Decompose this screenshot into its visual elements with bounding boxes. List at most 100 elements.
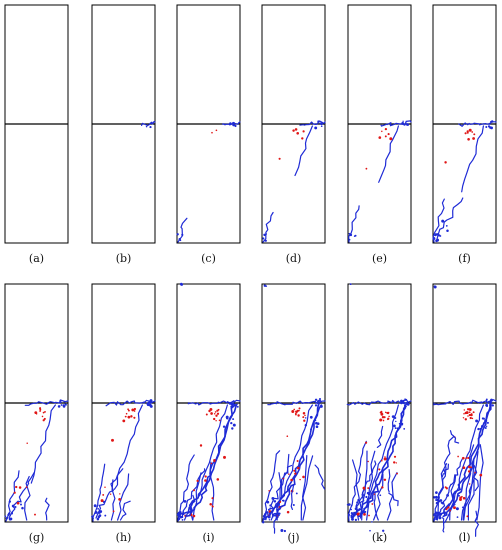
crack-point	[475, 419, 479, 423]
tension-point	[133, 410, 136, 412]
crack-point	[60, 404, 63, 406]
crack-point	[318, 399, 321, 402]
crack-point	[354, 507, 358, 511]
crack-point	[491, 404, 494, 407]
branch-crack	[473, 464, 479, 492]
tension-point	[381, 459, 383, 462]
crack-point	[435, 501, 439, 505]
tension-point	[39, 410, 41, 412]
tension-point	[367, 460, 369, 463]
tension-point	[386, 418, 389, 421]
interface-crack	[105, 399, 156, 407]
panel-label: (g)	[29, 531, 45, 544]
crack-point	[403, 123, 406, 126]
tension-point	[205, 413, 208, 416]
crack-point	[433, 518, 436, 521]
crack-point	[348, 238, 351, 241]
crack-point	[477, 427, 480, 431]
specimen-panel: (f)	[432, 4, 497, 265]
crack-point	[320, 122, 323, 126]
branch-crack	[388, 492, 399, 507]
tension-point	[102, 493, 105, 496]
tension-point	[469, 416, 472, 420]
crack-point	[393, 424, 396, 428]
tension-point	[15, 485, 18, 489]
tension-point	[295, 411, 298, 414]
tension-point	[209, 503, 212, 506]
tension-point	[297, 414, 300, 417]
tension-point	[357, 512, 360, 515]
tension-point	[303, 419, 306, 422]
tension-point	[468, 465, 471, 469]
crack-point	[350, 508, 353, 511]
tension-point	[16, 501, 20, 505]
crack-point	[232, 423, 236, 427]
crack-point	[484, 419, 488, 423]
crack-point	[490, 398, 493, 402]
tension-point	[43, 417, 46, 420]
tension-point	[457, 455, 459, 458]
tension-point	[393, 461, 396, 464]
crack-point	[104, 514, 107, 517]
network-crack	[302, 455, 308, 521]
crack-point	[8, 517, 12, 521]
crack-point	[97, 508, 100, 510]
branch-crack	[441, 517, 445, 533]
tension-point	[210, 412, 213, 415]
crack-point	[435, 491, 438, 494]
specimen-panel: (l)	[432, 283, 497, 544]
crack-point	[176, 233, 179, 236]
crack-point	[485, 399, 488, 402]
tension-point	[384, 135, 387, 138]
tension-point	[464, 418, 467, 421]
crack-point	[280, 529, 284, 532]
network-crack	[366, 450, 376, 521]
tension-point	[299, 478, 301, 481]
crack-point	[407, 124, 409, 126]
tension-point	[210, 462, 213, 465]
main-crack-arc	[184, 404, 238, 517]
tension-point	[42, 411, 45, 414]
crack-point	[98, 511, 101, 514]
specimen-panel: (d)	[261, 4, 326, 265]
tension-point	[211, 131, 213, 134]
tension-point	[380, 412, 384, 416]
tension-point	[296, 131, 300, 135]
crack-point	[59, 401, 62, 404]
tension-point	[26, 442, 28, 445]
interface-crack	[458, 121, 497, 127]
interface-crack	[24, 399, 69, 406]
crack-point	[480, 424, 484, 428]
tension-point	[461, 495, 463, 498]
tension-point	[466, 515, 469, 518]
tension-point	[462, 417, 465, 419]
crack-point	[149, 404, 153, 408]
tension-point	[379, 418, 383, 422]
crack-point	[461, 506, 464, 509]
crack-point	[5, 517, 8, 520]
tension-point	[461, 456, 465, 460]
panel-label: (c)	[201, 252, 216, 265]
crack-point	[262, 237, 265, 240]
tension-point	[204, 479, 207, 482]
tension-point	[444, 486, 447, 489]
crack-point	[487, 125, 491, 128]
tension-point	[290, 478, 293, 482]
panel-label: (h)	[116, 531, 132, 544]
crack-point	[382, 529, 385, 532]
crack-point	[434, 233, 437, 237]
tension-point	[209, 407, 213, 411]
tension-point	[468, 483, 471, 485]
crack-point	[346, 503, 349, 506]
tension-point	[365, 441, 368, 444]
crack-point	[236, 405, 239, 408]
crack-point	[97, 516, 101, 519]
tension-point	[286, 435, 289, 438]
crack-point	[234, 124, 237, 128]
tension-point	[193, 489, 195, 492]
crack-point	[62, 405, 66, 408]
network-crack	[467, 451, 479, 521]
crack-point	[350, 512, 353, 515]
tension-point	[371, 503, 374, 505]
tension-point	[387, 133, 390, 136]
